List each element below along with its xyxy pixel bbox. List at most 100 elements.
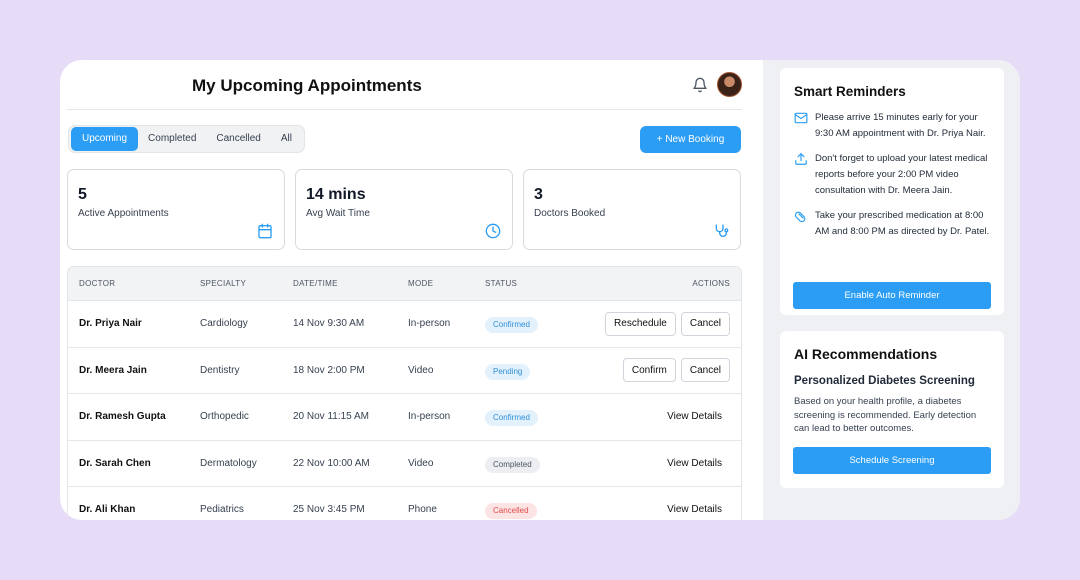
card-title: Smart Reminders xyxy=(794,84,906,99)
table-row: Dr. Ramesh Gupta Orthopedic 20 Nov 11:15 A… xyxy=(68,394,741,441)
header-datetime: DATE/TIME xyxy=(293,279,338,288)
status-cell: Cancelled xyxy=(485,500,537,520)
stat-card-wait: 14 mins Avg Wait Time xyxy=(295,169,513,250)
reminder-item: Don't forget to upload your latest medic… xyxy=(794,151,990,199)
status-cell: Completed xyxy=(485,454,540,473)
new-booking-button[interactable]: + New Booking xyxy=(640,126,741,153)
reminder-item: Please arrive 15 minutes early for your … xyxy=(794,110,990,142)
mode-cell: Video xyxy=(408,457,434,469)
clock-icon xyxy=(485,223,501,239)
reminder-text: Take your prescribed medication at 8:00 … xyxy=(815,210,990,237)
sidebar: Smart Reminders Please arrive 15 minutes… xyxy=(763,60,1020,520)
header-specialty: SPECIALTY xyxy=(200,279,247,288)
table-body: Dr. Priya Nair Cardiology 14 Nov 9:30 AM In… xyxy=(68,301,741,520)
status-cell: Confirmed xyxy=(485,407,538,427)
datetime-cell: 14 Nov 9:30 AM xyxy=(293,318,365,330)
stethoscope-icon xyxy=(715,224,729,237)
table-row: Dr. Meera Jain Dentistry 18 Nov 2:00 PM Vid… xyxy=(68,348,741,394)
specialty-cell: Pediatrics xyxy=(200,504,244,516)
datetime-cell: 20 Nov 11:15 AM xyxy=(293,411,369,423)
doctor-name: Dr. Sarah Chen xyxy=(79,457,151,469)
reminder-item: Take your prescribed medication at 8:00 … xyxy=(794,208,990,240)
ai-recommendations-card: AI Recommendations Personalized Diabetes… xyxy=(780,331,1004,488)
stat-value: 14 mins xyxy=(306,186,366,203)
stat-label: Doctors Booked xyxy=(534,208,606,219)
cancel-button[interactable]: Cancel xyxy=(680,358,730,383)
table-row: Dr. Sarah Chen Dermatology 22 Nov 10:00 AM… xyxy=(68,441,741,487)
calendar-icon xyxy=(258,223,272,239)
status-badge: Cancelled xyxy=(485,503,537,520)
view-details-button[interactable]: View Details xyxy=(667,504,730,515)
reminder-text: Please arrive 15 minutes early for your … xyxy=(815,112,986,139)
status-badge: Completed xyxy=(485,456,540,473)
app-window: My Upcoming Appointments Upcoming Comple… xyxy=(60,60,1020,520)
smart-reminders-card: Smart Reminders Please arrive 15 minutes… xyxy=(780,68,1004,315)
specialty-cell: Orthopedic xyxy=(200,411,249,423)
actions-cell: Confirm Cancel xyxy=(622,358,730,383)
status-cell: Confirmed xyxy=(485,314,538,334)
table-header: DOCTOR SPECIALTY DATE/TIME MODE STATUS A… xyxy=(68,267,741,301)
mail-icon xyxy=(794,112,808,124)
doctor-name: Dr. Meera Jain xyxy=(79,364,147,376)
recommendation-body: Based on your health profile, a diabetes… xyxy=(794,396,977,434)
mode-cell: Video xyxy=(408,364,434,376)
schedule-screening-button[interactable]: Schedule Screening xyxy=(793,447,991,474)
doctor-name: Dr. Priya Nair xyxy=(79,318,142,330)
status-badge: Pending xyxy=(485,363,531,380)
stat-label: Active Appointments xyxy=(78,208,169,219)
tab-all[interactable]: All xyxy=(280,133,292,144)
status-cell: Pending xyxy=(485,361,531,380)
mode-cell: Phone xyxy=(408,504,437,516)
avatar[interactable] xyxy=(717,72,742,97)
datetime-cell: 25 Nov 3:45 PM xyxy=(293,504,365,516)
specialty-cell: Dentistry xyxy=(200,364,240,376)
appointments-table: DOCTOR SPECIALTY DATE/TIME MODE STATUS A… xyxy=(67,266,742,520)
datetime-cell: 18 Nov 2:00 PM xyxy=(293,364,365,376)
confirm-button[interactable]: Confirm xyxy=(622,358,676,383)
actions-cell: View Details xyxy=(667,458,730,469)
tab-completed[interactable]: Completed xyxy=(148,133,197,144)
mode-cell: In-person xyxy=(408,318,451,330)
pill-icon xyxy=(794,211,806,223)
doctor-name: Dr. Ramesh Gupta xyxy=(79,411,166,423)
recommendation-title: Personalized Diabetes Screening xyxy=(794,375,975,387)
reminder-list: Please arrive 15 minutes early for your … xyxy=(794,110,990,240)
actions-cell: View Details xyxy=(667,411,730,422)
status-badge: Confirmed xyxy=(485,410,538,427)
status-tabs: Upcoming Completed Cancelled All xyxy=(68,125,305,153)
stat-value: 5 xyxy=(78,186,87,203)
reschedule-button[interactable]: Reschedule xyxy=(605,311,676,336)
tab-upcoming[interactable]: Upcoming xyxy=(71,127,139,151)
stat-value: 3 xyxy=(534,186,543,203)
reminder-text: Don't forget to upload your latest medic… xyxy=(815,153,988,196)
stat-card-active: 5 Active Appointments xyxy=(67,169,285,250)
doctor-name: Dr. Ali Khan xyxy=(79,504,136,516)
specialty-cell: Cardiology xyxy=(200,318,248,330)
cancel-button[interactable]: Cancel xyxy=(680,311,730,336)
table-row: Dr. Priya Nair Cardiology 14 Nov 9:30 AM In… xyxy=(68,301,741,348)
status-badge: Confirmed xyxy=(485,317,538,334)
stat-card-doctors: 3 Doctors Booked xyxy=(523,169,741,250)
header-actions: ACTIONS xyxy=(692,279,730,288)
upload-icon xyxy=(795,153,807,165)
page-header: My Upcoming Appointments xyxy=(67,60,742,110)
header-doctor: DOCTOR xyxy=(79,279,116,288)
view-details-button[interactable]: View Details xyxy=(667,411,730,422)
table-row: Dr. Ali Khan Pediatrics 25 Nov 3:45 PM Phon… xyxy=(68,487,741,520)
enable-auto-reminder-button[interactable]: Enable Auto Reminder xyxy=(793,282,991,309)
stat-label: Avg Wait Time xyxy=(306,208,370,219)
page-title: My Upcoming Appointments xyxy=(192,76,422,95)
tab-cancelled[interactable]: Cancelled xyxy=(216,133,261,144)
bell-icon[interactable] xyxy=(692,77,708,93)
header-status: STATUS xyxy=(485,279,518,288)
stats-row: 5 Active Appointments 14 mins Avg Wait T… xyxy=(67,169,741,250)
mode-cell: In-person xyxy=(408,411,451,423)
specialty-cell: Dermatology xyxy=(200,457,257,469)
card-title: AI Recommendations xyxy=(794,346,938,362)
header-mode: MODE xyxy=(408,279,434,288)
view-details-button[interactable]: View Details xyxy=(667,458,730,469)
datetime-cell: 22 Nov 10:00 AM xyxy=(293,457,370,469)
main-panel: My Upcoming Appointments Upcoming Comple… xyxy=(60,60,763,520)
actions-cell: Reschedule Cancel xyxy=(605,311,730,336)
actions-cell: View Details xyxy=(667,504,730,515)
